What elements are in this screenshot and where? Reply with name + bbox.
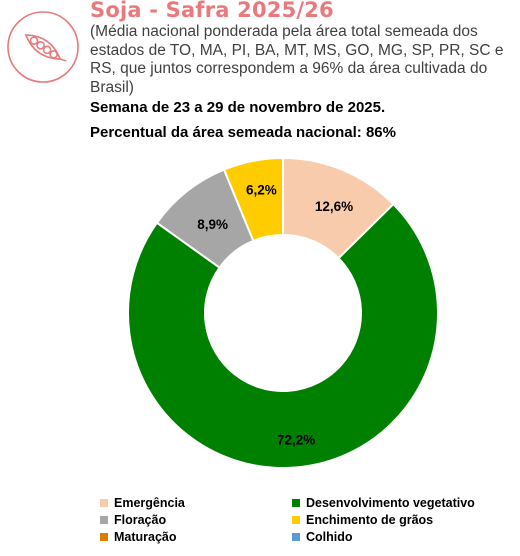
sown-percent-label: Percentual da área semeada nacional: 86% (90, 124, 396, 141)
week-label: Semana de 23 a 29 de novembro de 2025. (90, 99, 386, 116)
legend-swatch (100, 499, 108, 507)
donut-chart: 12,6% 72,2% 8,9% 6,2% (127, 156, 439, 469)
legend-label: Enchimento de grãos (306, 513, 434, 527)
legend-label: Colhido (306, 530, 353, 544)
legend-item-emergencia: Emergência (100, 496, 185, 510)
donut-slices (127, 156, 439, 469)
donut-slice (127, 202, 439, 469)
legend-swatch (292, 516, 300, 524)
legend-label: Desenvolvimento vegetativo (306, 496, 475, 510)
legend-swatch (292, 533, 300, 541)
legend-swatch (292, 499, 300, 507)
legend-label: Maturação (114, 530, 177, 544)
legend-swatch (100, 533, 108, 541)
slice-data-label: 8,9% (197, 217, 228, 232)
soybean-pod-icon (4, 8, 82, 86)
donut-slice (222, 156, 284, 243)
legend-item-maturacao: Maturação (100, 530, 177, 544)
legend-item-enchimento-de-graos: Enchimento de grãos (292, 513, 433, 527)
legend-label: Emergência (114, 496, 185, 510)
legend-item-desenvolvimento-vegetativo: Desenvolvimento vegetativo (292, 496, 475, 510)
legend-item-colhido: Colhido (292, 530, 353, 544)
legend-label: Floração (114, 513, 167, 527)
slice-data-label: 72,2% (277, 433, 315, 448)
chart-subtitle: (Média nacional ponderada pela área tota… (90, 23, 504, 96)
legend-item-floracao: Floração (100, 513, 166, 527)
slice-data-label: 12,6% (315, 199, 353, 214)
chart-title: Soja - Safra 2025/26 (90, 0, 334, 22)
slice-data-label: 6,2% (246, 182, 277, 197)
legend-swatch (100, 516, 108, 524)
donut-labels: 12,6% 72,2% 8,9% 6,2% (197, 182, 353, 447)
